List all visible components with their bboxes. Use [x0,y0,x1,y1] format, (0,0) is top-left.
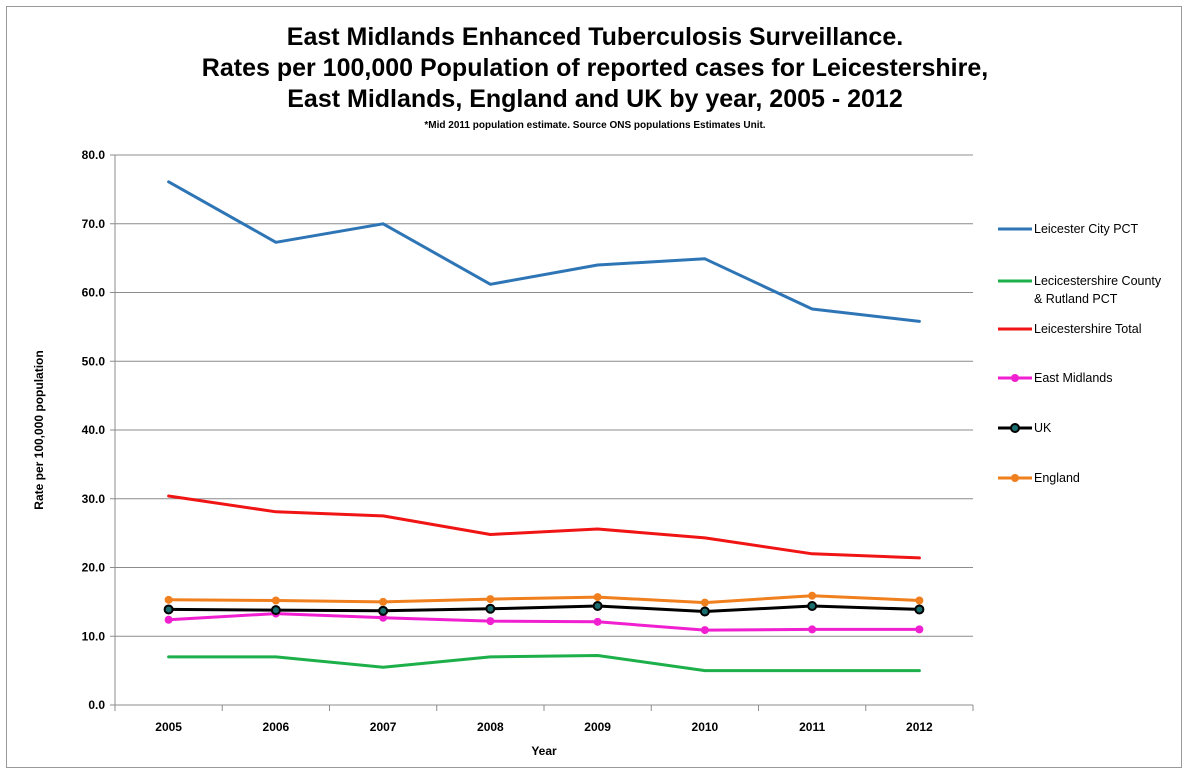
x-tick-label: 2012 [906,720,933,734]
x-tick-label: 2010 [692,720,719,734]
data-point [486,617,495,626]
series-line [167,604,921,613]
x-tick-label: 2006 [263,720,290,734]
chart-frame [6,6,1182,768]
y-axis-title: Rate per 100,000 population [32,350,46,509]
chart-title: East Midlands Enhanced Tuberculosis Surv… [0,22,1190,115]
data-point [808,625,817,634]
series-line [167,180,921,323]
legend-label: East Midlands [1034,371,1113,385]
data-point [915,596,924,605]
x-tick-label: 2008 [477,720,504,734]
data-point [270,605,281,616]
data-point [163,604,174,615]
legend-label: Lecicestershire County [1034,274,1162,288]
y-tick-label: 40.0 [82,423,106,437]
data-point [593,617,602,626]
series-line [167,594,921,605]
x-tick-label: 2007 [370,720,397,734]
data-point [486,595,495,604]
legend-label: & Rutland PCT [1034,292,1118,306]
x-tick-label: 2009 [584,720,611,734]
data-point [700,598,709,607]
data-point [378,605,389,616]
chart-title-line-2: Rates per 100,000 Population of reported… [201,54,989,82]
data-point [379,597,388,606]
data-point [914,604,925,615]
chart-title-line-1: East Midlands Enhanced Tuberculosis Surv… [286,23,904,51]
data-point [271,596,280,605]
data-point [485,603,496,614]
y-tick-label: 60.0 [82,286,106,300]
source-note: *Mid 2011 population estimate. Source ON… [424,120,766,131]
x-tick-label: 2005 [155,720,182,734]
y-tick-label: 80.0 [82,148,106,162]
legend-marker [1010,423,1020,433]
series-line [167,612,921,632]
legend-label: Leicester City PCT [1034,222,1139,236]
data-point [592,601,603,611]
data-point [807,601,818,611]
y-tick-label: 70.0 [82,217,106,231]
data-point [379,613,388,622]
legend-marker [1011,374,1019,382]
series-line [167,654,921,673]
data-point [915,625,924,634]
chart-title-line-3: East Midlands, England and UK by year, 2… [287,85,903,113]
legend-label: Leicestershire Total [1034,322,1141,336]
data-point [699,606,710,617]
data-point [593,593,602,602]
data-point [700,626,709,635]
x-tick-label: 2011 [799,720,825,734]
series-line [167,494,921,560]
legend-marker [1011,474,1019,482]
legend-label: England [1034,471,1080,485]
y-tick-label: 20.0 [82,561,106,575]
x-axis-title: Year [531,744,557,758]
legend-label: UK [1034,421,1052,435]
y-tick-label: 50.0 [82,354,106,368]
y-tick-label: 10.0 [82,629,106,643]
data-point [164,615,173,624]
data-point [164,595,173,604]
data-point [808,591,817,600]
y-tick-label: 0.0 [88,698,105,712]
y-tick-label: 30.0 [82,492,106,506]
